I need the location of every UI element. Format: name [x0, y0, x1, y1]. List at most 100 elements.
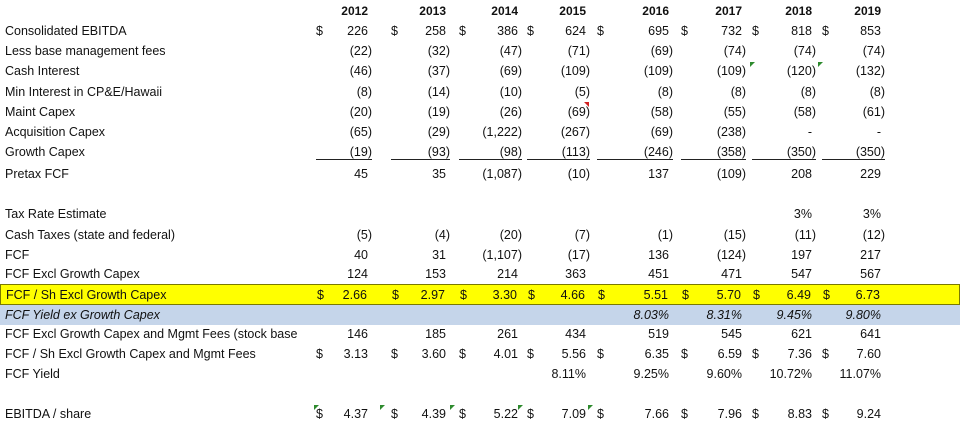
- value-cell[interactable]: (98): [499, 145, 522, 159]
- value-cell[interactable]: (69): [650, 125, 673, 139]
- year-header[interactable]: 2016: [642, 4, 669, 18]
- value-cell[interactable]: 9.80%: [845, 308, 881, 322]
- value-cell[interactable]: 386: [497, 24, 518, 38]
- value-cell[interactable]: 451: [648, 267, 669, 281]
- row-label[interactable]: Acquisition Capex: [5, 125, 106, 139]
- value-cell[interactable]: 217: [860, 248, 881, 262]
- value-cell[interactable]: 5.56: [561, 347, 586, 361]
- value-cell[interactable]: 434: [565, 327, 586, 341]
- row-label[interactable]: FCF Excl Growth Capex and Mgmt Fees (sto…: [5, 327, 298, 341]
- value-cell[interactable]: 5.70: [716, 288, 741, 302]
- value-cell[interactable]: 2.97: [420, 288, 445, 302]
- value-cell[interactable]: 519: [648, 327, 669, 341]
- value-cell[interactable]: 40: [354, 248, 368, 262]
- row-label[interactable]: Tax Rate Estimate: [5, 207, 107, 221]
- value-cell[interactable]: (46): [349, 64, 372, 78]
- value-cell[interactable]: 10.72%: [769, 367, 812, 381]
- value-cell[interactable]: 137: [648, 167, 669, 181]
- value-cell[interactable]: (71): [567, 44, 590, 58]
- value-cell[interactable]: (8): [869, 85, 885, 99]
- value-cell[interactable]: 9.60%: [706, 367, 742, 381]
- value-cell[interactable]: (58): [793, 105, 816, 119]
- value-cell[interactable]: 261: [497, 327, 518, 341]
- value-cell[interactable]: 3%: [862, 207, 881, 221]
- value-cell[interactable]: 11.07%: [839, 367, 881, 381]
- value-cell[interactable]: (15): [723, 228, 746, 242]
- value-cell[interactable]: (109): [643, 64, 673, 78]
- value-cell[interactable]: 3%: [793, 207, 812, 221]
- row-label[interactable]: FCF / Sh Excl Growth Capex and Mgmt Fees: [5, 347, 256, 361]
- row-label[interactable]: Min Interest in CP&E/Hawaii: [5, 85, 163, 99]
- value-cell[interactable]: 6.35: [644, 347, 669, 361]
- value-cell[interactable]: (69): [499, 64, 522, 78]
- value-cell[interactable]: 136: [648, 248, 669, 262]
- value-cell[interactable]: (8): [657, 85, 673, 99]
- value-cell[interactable]: (32): [427, 44, 450, 58]
- value-cell[interactable]: 624: [565, 24, 586, 38]
- value-cell[interactable]: 146: [347, 327, 368, 341]
- value-cell[interactable]: 567: [860, 267, 881, 281]
- value-cell[interactable]: 8.83: [787, 407, 812, 421]
- value-cell[interactable]: (47): [499, 44, 522, 58]
- value-cell[interactable]: (65): [349, 125, 372, 139]
- value-cell[interactable]: 8.31%: [706, 308, 742, 322]
- value-cell[interactable]: (10): [499, 85, 522, 99]
- value-cell[interactable]: (120): [786, 64, 816, 78]
- value-cell[interactable]: 6.49: [786, 288, 811, 302]
- value-cell[interactable]: (1,107): [482, 248, 522, 262]
- value-cell[interactable]: 214: [497, 267, 518, 281]
- value-cell[interactable]: (74): [793, 44, 816, 58]
- value-cell[interactable]: (17): [567, 248, 590, 262]
- year-header[interactable]: 2019: [854, 4, 881, 18]
- value-cell[interactable]: (7): [574, 228, 590, 242]
- value-cell[interactable]: 2.66: [342, 288, 367, 302]
- value-cell[interactable]: 818: [791, 24, 812, 38]
- value-cell[interactable]: 9.25%: [633, 367, 669, 381]
- value-cell[interactable]: (8): [730, 85, 746, 99]
- value-cell[interactable]: 229: [860, 167, 881, 181]
- value-cell[interactable]: 7.36: [787, 347, 812, 361]
- value-cell[interactable]: (1): [657, 228, 673, 242]
- value-cell[interactable]: 7.96: [717, 407, 742, 421]
- value-cell[interactable]: 6.59: [717, 347, 742, 361]
- value-cell[interactable]: 547: [791, 267, 812, 281]
- value-cell[interactable]: (74): [723, 44, 746, 58]
- value-cell[interactable]: (14): [427, 85, 450, 99]
- row-label[interactable]: FCF Yield ex Growth Capex: [5, 308, 160, 322]
- value-cell[interactable]: 45: [354, 167, 368, 181]
- value-cell[interactable]: 9.24: [856, 407, 881, 421]
- row-label[interactable]: Cash Interest: [5, 64, 80, 78]
- row-label[interactable]: Growth Capex: [5, 145, 85, 159]
- value-cell[interactable]: (109): [716, 167, 746, 181]
- value-cell[interactable]: (74): [862, 44, 885, 58]
- value-cell[interactable]: (5): [356, 228, 372, 242]
- value-cell[interactable]: (11): [794, 228, 816, 242]
- value-cell[interactable]: (20): [349, 105, 372, 119]
- value-cell[interactable]: 35: [432, 167, 446, 181]
- value-cell[interactable]: (8): [356, 85, 372, 99]
- value-cell[interactable]: 9.45%: [776, 308, 812, 322]
- row-label[interactable]: FCF Excl Growth Capex: [5, 267, 140, 281]
- row-label[interactable]: Consolidated EBITDA: [5, 24, 127, 38]
- value-cell[interactable]: 208: [791, 167, 812, 181]
- value-cell[interactable]: 4.66: [560, 288, 585, 302]
- value-cell[interactable]: (238): [716, 125, 746, 139]
- value-cell[interactable]: (109): [716, 64, 746, 78]
- row-label[interactable]: FCF: [5, 248, 30, 262]
- value-cell[interactable]: (8): [800, 85, 816, 99]
- value-cell[interactable]: (267): [560, 125, 590, 139]
- value-cell[interactable]: 8.03%: [633, 308, 669, 322]
- value-cell[interactable]: (19): [427, 105, 450, 119]
- value-cell[interactable]: 197: [791, 248, 812, 262]
- year-header[interactable]: 2014: [491, 4, 518, 18]
- year-header[interactable]: 2017: [715, 4, 742, 18]
- value-cell[interactable]: -: [807, 125, 812, 139]
- value-cell[interactable]: 185: [425, 327, 446, 341]
- value-cell[interactable]: 153: [425, 267, 446, 281]
- value-cell[interactable]: (26): [499, 105, 522, 119]
- row-label[interactable]: EBITDA / share: [5, 407, 92, 421]
- value-cell[interactable]: 5.51: [643, 288, 668, 302]
- value-cell[interactable]: (1,222): [482, 125, 522, 139]
- value-cell[interactable]: (124): [716, 248, 746, 262]
- value-cell[interactable]: (113): [561, 145, 590, 159]
